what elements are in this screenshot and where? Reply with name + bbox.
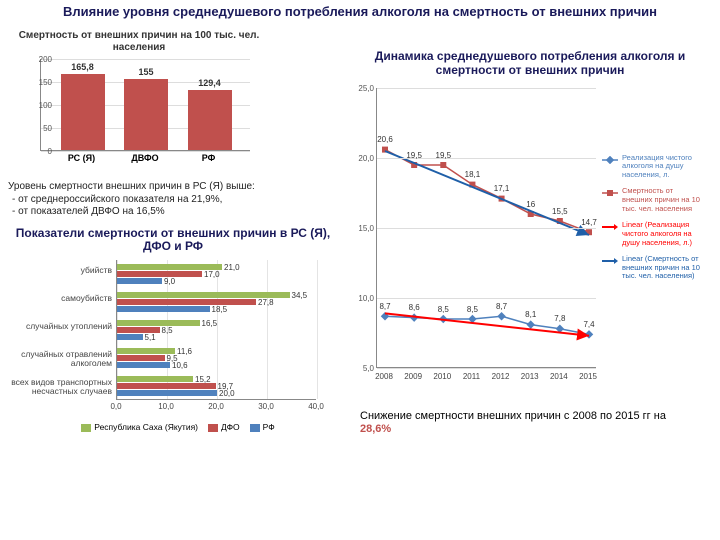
hbar-value: 18,5: [212, 305, 228, 314]
point-label: 7,8: [554, 314, 565, 323]
point-label: 8,5: [467, 305, 478, 314]
point-label: 8,6: [409, 303, 420, 312]
legend-marker: [602, 189, 618, 197]
legend-label: ДФО: [221, 422, 240, 432]
year-tick: 2013: [516, 372, 544, 381]
year-tick: 2012: [487, 372, 515, 381]
hbar: [117, 306, 210, 312]
year-tick: 2015: [574, 372, 602, 381]
hbar-value: 21,0: [224, 263, 240, 272]
hbar-category: случайных утоплений: [8, 322, 112, 331]
hbar: [117, 355, 165, 361]
legend-label: Смертность от внешних причин на 10 тыс. …: [622, 187, 702, 213]
hbar-category: самоубийств: [8, 294, 112, 303]
line-chart: 8,7 8,6 8,5 8,5 8,7 8,1 7,8 7,4 20,6 19,5 19,5 18,1…: [350, 84, 700, 404]
bar-value: 165,8: [61, 62, 105, 72]
year-tick: 2014: [545, 372, 573, 381]
hbar-value: 20,0: [219, 389, 235, 398]
bar-value: 155: [124, 67, 168, 77]
bar-category: РС (Я): [52, 153, 112, 163]
legend-swatch: [250, 424, 260, 432]
bottom-note: Снижение смертности внешних причин с 200…: [360, 410, 700, 436]
legend-item: ДФО: [208, 422, 240, 432]
hbar: [117, 299, 256, 305]
hbar-value: 27,8: [258, 298, 274, 307]
bar-category: РФ: [179, 153, 239, 163]
hbar-value: 11,6: [177, 347, 192, 356]
point-label: 14,7: [581, 218, 597, 227]
point-label: 19,5: [435, 151, 451, 160]
legend-label: Реализация чистого алкоголя на душу насе…: [622, 154, 702, 180]
point-label: 17,1: [494, 184, 510, 193]
hbar: [117, 320, 200, 326]
right-column: Динамика среднедушевого потребления алко…: [350, 30, 710, 436]
hbar-value: 10,6: [172, 361, 188, 370]
note-item: от среднероссийского показателя на 21,9%…: [12, 194, 328, 207]
year-tick: 2009: [399, 372, 427, 381]
legend-marker: [602, 223, 618, 231]
legend-item: Linear (Смертность от внешних причин на …: [602, 255, 702, 281]
chart1-title: Смертность от внешних причин на 100 тыс.…: [14, 30, 264, 53]
bar: [188, 90, 232, 150]
legend-label: Республика Саха (Якутия): [94, 422, 198, 432]
legend-label: РФ: [263, 422, 275, 432]
hbar-chart: 21,017,09,034,527,818,516,58,55,111,69,5…: [8, 258, 328, 438]
legend-item: Смертность от внешних причин на 10 тыс. …: [602, 187, 702, 213]
hbar-category: случайных отравлений алкоголем: [8, 350, 112, 368]
left-column: Смертность от внешних причин на 100 тыс.…: [8, 30, 338, 438]
legend-item: Республика Саха (Якутия): [81, 422, 198, 432]
legend-label: Linear (Смертность от внешних причин на …: [622, 255, 702, 281]
hbar-value: 17,0: [204, 270, 220, 279]
chart2-title: Показатели смертности от внешних причин …: [8, 227, 338, 255]
legend-marker: [602, 156, 618, 164]
year-tick: 2010: [428, 372, 456, 381]
note-block: Уровень смертности внешних причин в РС (…: [8, 181, 328, 219]
bar: [124, 79, 168, 150]
bottom-note-highlight: 28,6%: [360, 423, 391, 435]
hbar-value: 8,5: [162, 326, 173, 335]
year-tick: 2008: [370, 372, 398, 381]
hbar: [117, 362, 170, 368]
page-title: Влияние уровня среднедушевого потреблени…: [0, 0, 720, 21]
legend-label: Linear (Реализация чистого алкоголя на д…: [622, 221, 702, 247]
bar: [61, 74, 105, 150]
legend-swatch: [81, 424, 91, 432]
hbar-value: 5,1: [145, 333, 156, 342]
legend-item: РФ: [250, 422, 275, 432]
point-label: 8,7: [379, 302, 390, 311]
bottom-note-text: Снижение смертности внешних причин с 200…: [360, 410, 666, 422]
point-label: 15,5: [552, 207, 568, 216]
point-label: 8,5: [438, 305, 449, 314]
point-label: 20,6: [377, 135, 393, 144]
chart3-title: Динамика среднедушевого потребления алко…: [360, 50, 700, 78]
hbar-value: 16,5: [202, 319, 218, 328]
bar-category: ДВФО: [115, 153, 175, 163]
hbar: [117, 390, 217, 396]
year-tick: 2011: [457, 372, 485, 381]
hbar: [117, 376, 193, 382]
point-label: 8,1: [525, 310, 536, 319]
point-label: 18,1: [465, 170, 481, 179]
legend-item: Реализация чистого алкоголя на душу насе…: [602, 154, 702, 180]
hbar-value: 9,0: [164, 277, 175, 286]
legend-swatch: [208, 424, 218, 432]
note-lead: Уровень смертности внешних причин в РС (…: [8, 181, 328, 194]
point-label: 8,7: [496, 302, 507, 311]
hbar: [117, 271, 202, 277]
hbar: [117, 334, 143, 340]
hbar: [117, 383, 216, 389]
point-label: 7,4: [583, 320, 594, 329]
note-item: от показателей ДВФО на 16,5%: [12, 206, 328, 219]
hbar-category: всех видов транспортных несчастных случа…: [8, 378, 112, 396]
legend-marker: [602, 257, 618, 265]
point-label: 19,5: [406, 151, 422, 160]
bar-chart-mortality: 165,8155129,4 050100150200РС (Я)ДВФОРФ: [14, 55, 264, 175]
bar-value: 129,4: [188, 78, 232, 88]
hbar-category: убийств: [8, 266, 112, 275]
hbar: [117, 278, 162, 284]
hbar-value: 34,5: [292, 291, 308, 300]
legend-item: Linear (Реализация чистого алкоголя на д…: [602, 221, 702, 247]
point-label: 16: [526, 200, 535, 209]
